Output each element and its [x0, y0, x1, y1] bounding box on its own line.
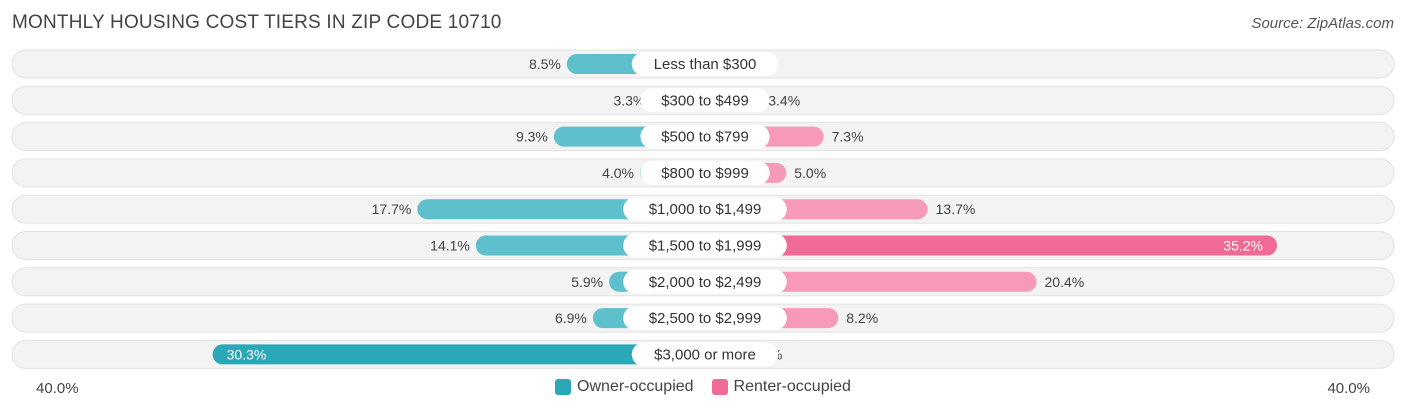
- renter-value-label: 35.2%: [1223, 238, 1263, 254]
- category-pill: [640, 88, 770, 113]
- category-label: $500 to $799: [661, 129, 749, 146]
- owner-value-label: 6.9%: [555, 310, 587, 326]
- category-label: Less than $300: [654, 56, 757, 73]
- renter-bar: [705, 235, 1277, 256]
- owner-value-label: 9.3%: [516, 129, 548, 145]
- renter-value-label: 8.2%: [846, 310, 878, 326]
- category-label: $1,000 to $1,499: [649, 201, 762, 218]
- legend-label-renter: Renter-occupied: [733, 378, 851, 395]
- category-label: $300 to $499: [661, 92, 749, 109]
- category-label: $1,500 to $1,999: [649, 238, 762, 255]
- legend-swatch-renter: [711, 379, 728, 395]
- category-pill: [640, 124, 770, 149]
- owner-value-label: 4.0%: [602, 165, 634, 181]
- legend-swatch-owner: [555, 379, 572, 395]
- category-label: $2,000 to $2,499: [649, 274, 762, 291]
- legend-item-renter: Renter-occupied: [711, 378, 851, 396]
- owner-bar: [212, 344, 705, 365]
- category-pill: [623, 197, 787, 222]
- legend-item-owner: Owner-occupied: [555, 378, 694, 396]
- category-pill: [623, 233, 787, 258]
- category-label: $800 to $999: [661, 165, 749, 182]
- legend-label-owner: Owner-occupied: [577, 378, 694, 395]
- renter-value-label: 20.4%: [1045, 274, 1085, 290]
- renter-value-label: 5.0%: [794, 165, 826, 181]
- owner-value-label: 3.3%: [613, 92, 645, 108]
- category-pill: [631, 342, 779, 367]
- renter-value-label: 3.4%: [768, 92, 800, 108]
- owner-value-label: 14.1%: [430, 238, 470, 254]
- renter-value-label: 7.3%: [832, 129, 864, 145]
- renter-value-label: 13.7%: [936, 201, 976, 217]
- owner-value-label: 8.5%: [529, 56, 561, 72]
- axis-label-right: 40.0%: [1327, 380, 1370, 397]
- owner-value-label: 17.7%: [372, 201, 412, 217]
- owner-value-label: 5.9%: [571, 274, 603, 290]
- category-label: $2,500 to $2,999: [649, 310, 762, 327]
- category-label: $3,000 or more: [654, 346, 756, 363]
- category-pill: [631, 52, 779, 76]
- owner-value-label: 30.3%: [227, 346, 267, 362]
- category-pill: [623, 306, 787, 331]
- legend: Owner-occupied Renter-occupied: [0, 378, 1406, 396]
- category-pill: [640, 160, 770, 185]
- category-pill: [623, 269, 787, 294]
- source-label: Source: ZipAtlas.com: [1251, 15, 1394, 32]
- axis-label-left: 40.0%: [36, 380, 79, 397]
- chart-title: MONTHLY HOUSING COST TIERS IN ZIP CODE 1…: [12, 12, 502, 33]
- renter-bar: [705, 271, 1037, 292]
